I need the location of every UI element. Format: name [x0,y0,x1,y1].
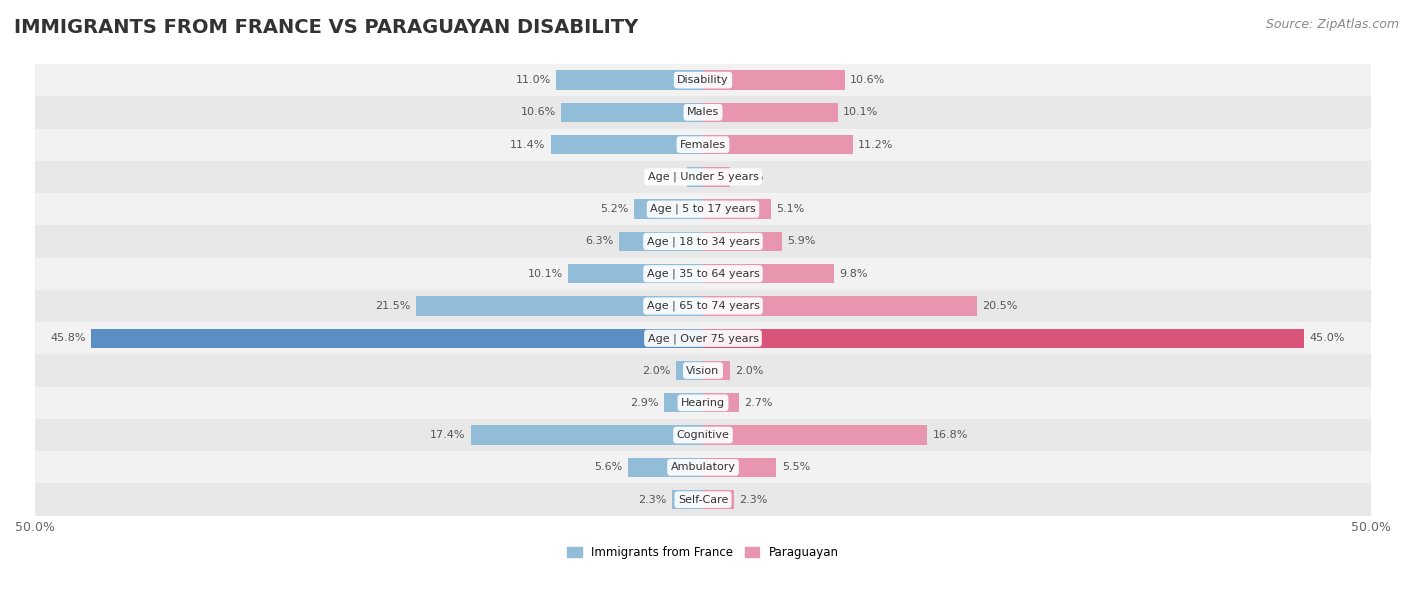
Text: 5.2%: 5.2% [600,204,628,214]
Bar [634,200,703,219]
Bar [703,103,838,122]
Text: 1.2%: 1.2% [654,172,682,182]
Text: Males: Males [688,107,718,118]
Bar [91,329,703,348]
Legend: Immigrants from France, Paraguayan: Immigrants from France, Paraguayan [562,542,844,564]
Bar [35,354,1371,387]
Text: 20.5%: 20.5% [983,301,1018,311]
Bar [35,322,1371,354]
Bar [35,225,1371,258]
Text: 45.8%: 45.8% [51,334,86,343]
Text: 11.0%: 11.0% [516,75,551,85]
Bar [551,135,703,154]
Text: 10.6%: 10.6% [851,75,886,85]
Text: Age | 35 to 64 years: Age | 35 to 64 years [647,269,759,279]
Bar [416,296,703,316]
Bar [703,425,928,445]
Bar [703,361,730,380]
Text: Hearing: Hearing [681,398,725,408]
Bar [35,161,1371,193]
Bar [628,458,703,477]
Bar [672,490,703,509]
Bar [676,361,703,380]
Text: 10.6%: 10.6% [520,107,555,118]
Bar [703,264,834,283]
Bar [688,167,703,187]
Text: Age | Over 75 years: Age | Over 75 years [648,333,758,343]
Text: Cognitive: Cognitive [676,430,730,440]
Bar [35,290,1371,322]
Text: Vision: Vision [686,365,720,376]
Bar [703,200,770,219]
Text: 5.6%: 5.6% [595,462,623,472]
Bar [471,425,703,445]
Bar [568,264,703,283]
Text: 6.3%: 6.3% [585,236,613,247]
Bar [703,232,782,251]
Text: 10.1%: 10.1% [527,269,562,278]
Bar [35,451,1371,483]
Text: Disability: Disability [678,75,728,85]
Bar [703,329,1305,348]
Bar [703,490,734,509]
Text: 17.4%: 17.4% [430,430,465,440]
Bar [35,483,1371,516]
Bar [561,103,703,122]
Text: 5.1%: 5.1% [776,204,804,214]
Text: 9.8%: 9.8% [839,269,868,278]
Text: 11.2%: 11.2% [858,140,893,150]
Text: 11.4%: 11.4% [510,140,546,150]
Text: 16.8%: 16.8% [932,430,969,440]
Bar [35,387,1371,419]
Bar [35,258,1371,290]
Bar [703,393,740,412]
Text: Age | Under 5 years: Age | Under 5 years [648,171,758,182]
Text: 5.9%: 5.9% [787,236,815,247]
Bar [703,135,852,154]
Bar [619,232,703,251]
Text: Age | 65 to 74 years: Age | 65 to 74 years [647,300,759,312]
Text: 21.5%: 21.5% [375,301,411,311]
Text: 2.0%: 2.0% [735,365,763,376]
Text: IMMIGRANTS FROM FRANCE VS PARAGUAYAN DISABILITY: IMMIGRANTS FROM FRANCE VS PARAGUAYAN DIS… [14,18,638,37]
Bar [35,419,1371,451]
Text: 5.5%: 5.5% [782,462,810,472]
Text: 2.0%: 2.0% [643,365,671,376]
Bar [703,296,977,316]
Text: 2.3%: 2.3% [638,494,666,505]
Text: 2.9%: 2.9% [630,398,659,408]
Bar [555,70,703,90]
Bar [664,393,703,412]
Text: Age | 18 to 34 years: Age | 18 to 34 years [647,236,759,247]
Bar [35,64,1371,96]
Bar [35,129,1371,161]
Text: Age | 5 to 17 years: Age | 5 to 17 years [650,204,756,214]
Bar [703,70,845,90]
Bar [35,193,1371,225]
Text: Ambulatory: Ambulatory [671,462,735,472]
Text: Self-Care: Self-Care [678,494,728,505]
Text: 2.7%: 2.7% [744,398,773,408]
Text: 2.0%: 2.0% [735,172,763,182]
Text: Source: ZipAtlas.com: Source: ZipAtlas.com [1265,18,1399,31]
Bar [703,167,730,187]
Bar [35,96,1371,129]
Text: 10.1%: 10.1% [844,107,879,118]
Text: 45.0%: 45.0% [1309,334,1346,343]
Bar [703,458,776,477]
Text: 2.3%: 2.3% [740,494,768,505]
Text: Females: Females [681,140,725,150]
